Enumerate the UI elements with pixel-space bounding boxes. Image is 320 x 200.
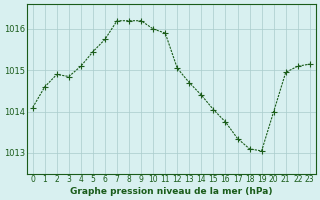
X-axis label: Graphe pression niveau de la mer (hPa): Graphe pression niveau de la mer (hPa) bbox=[70, 187, 273, 196]
